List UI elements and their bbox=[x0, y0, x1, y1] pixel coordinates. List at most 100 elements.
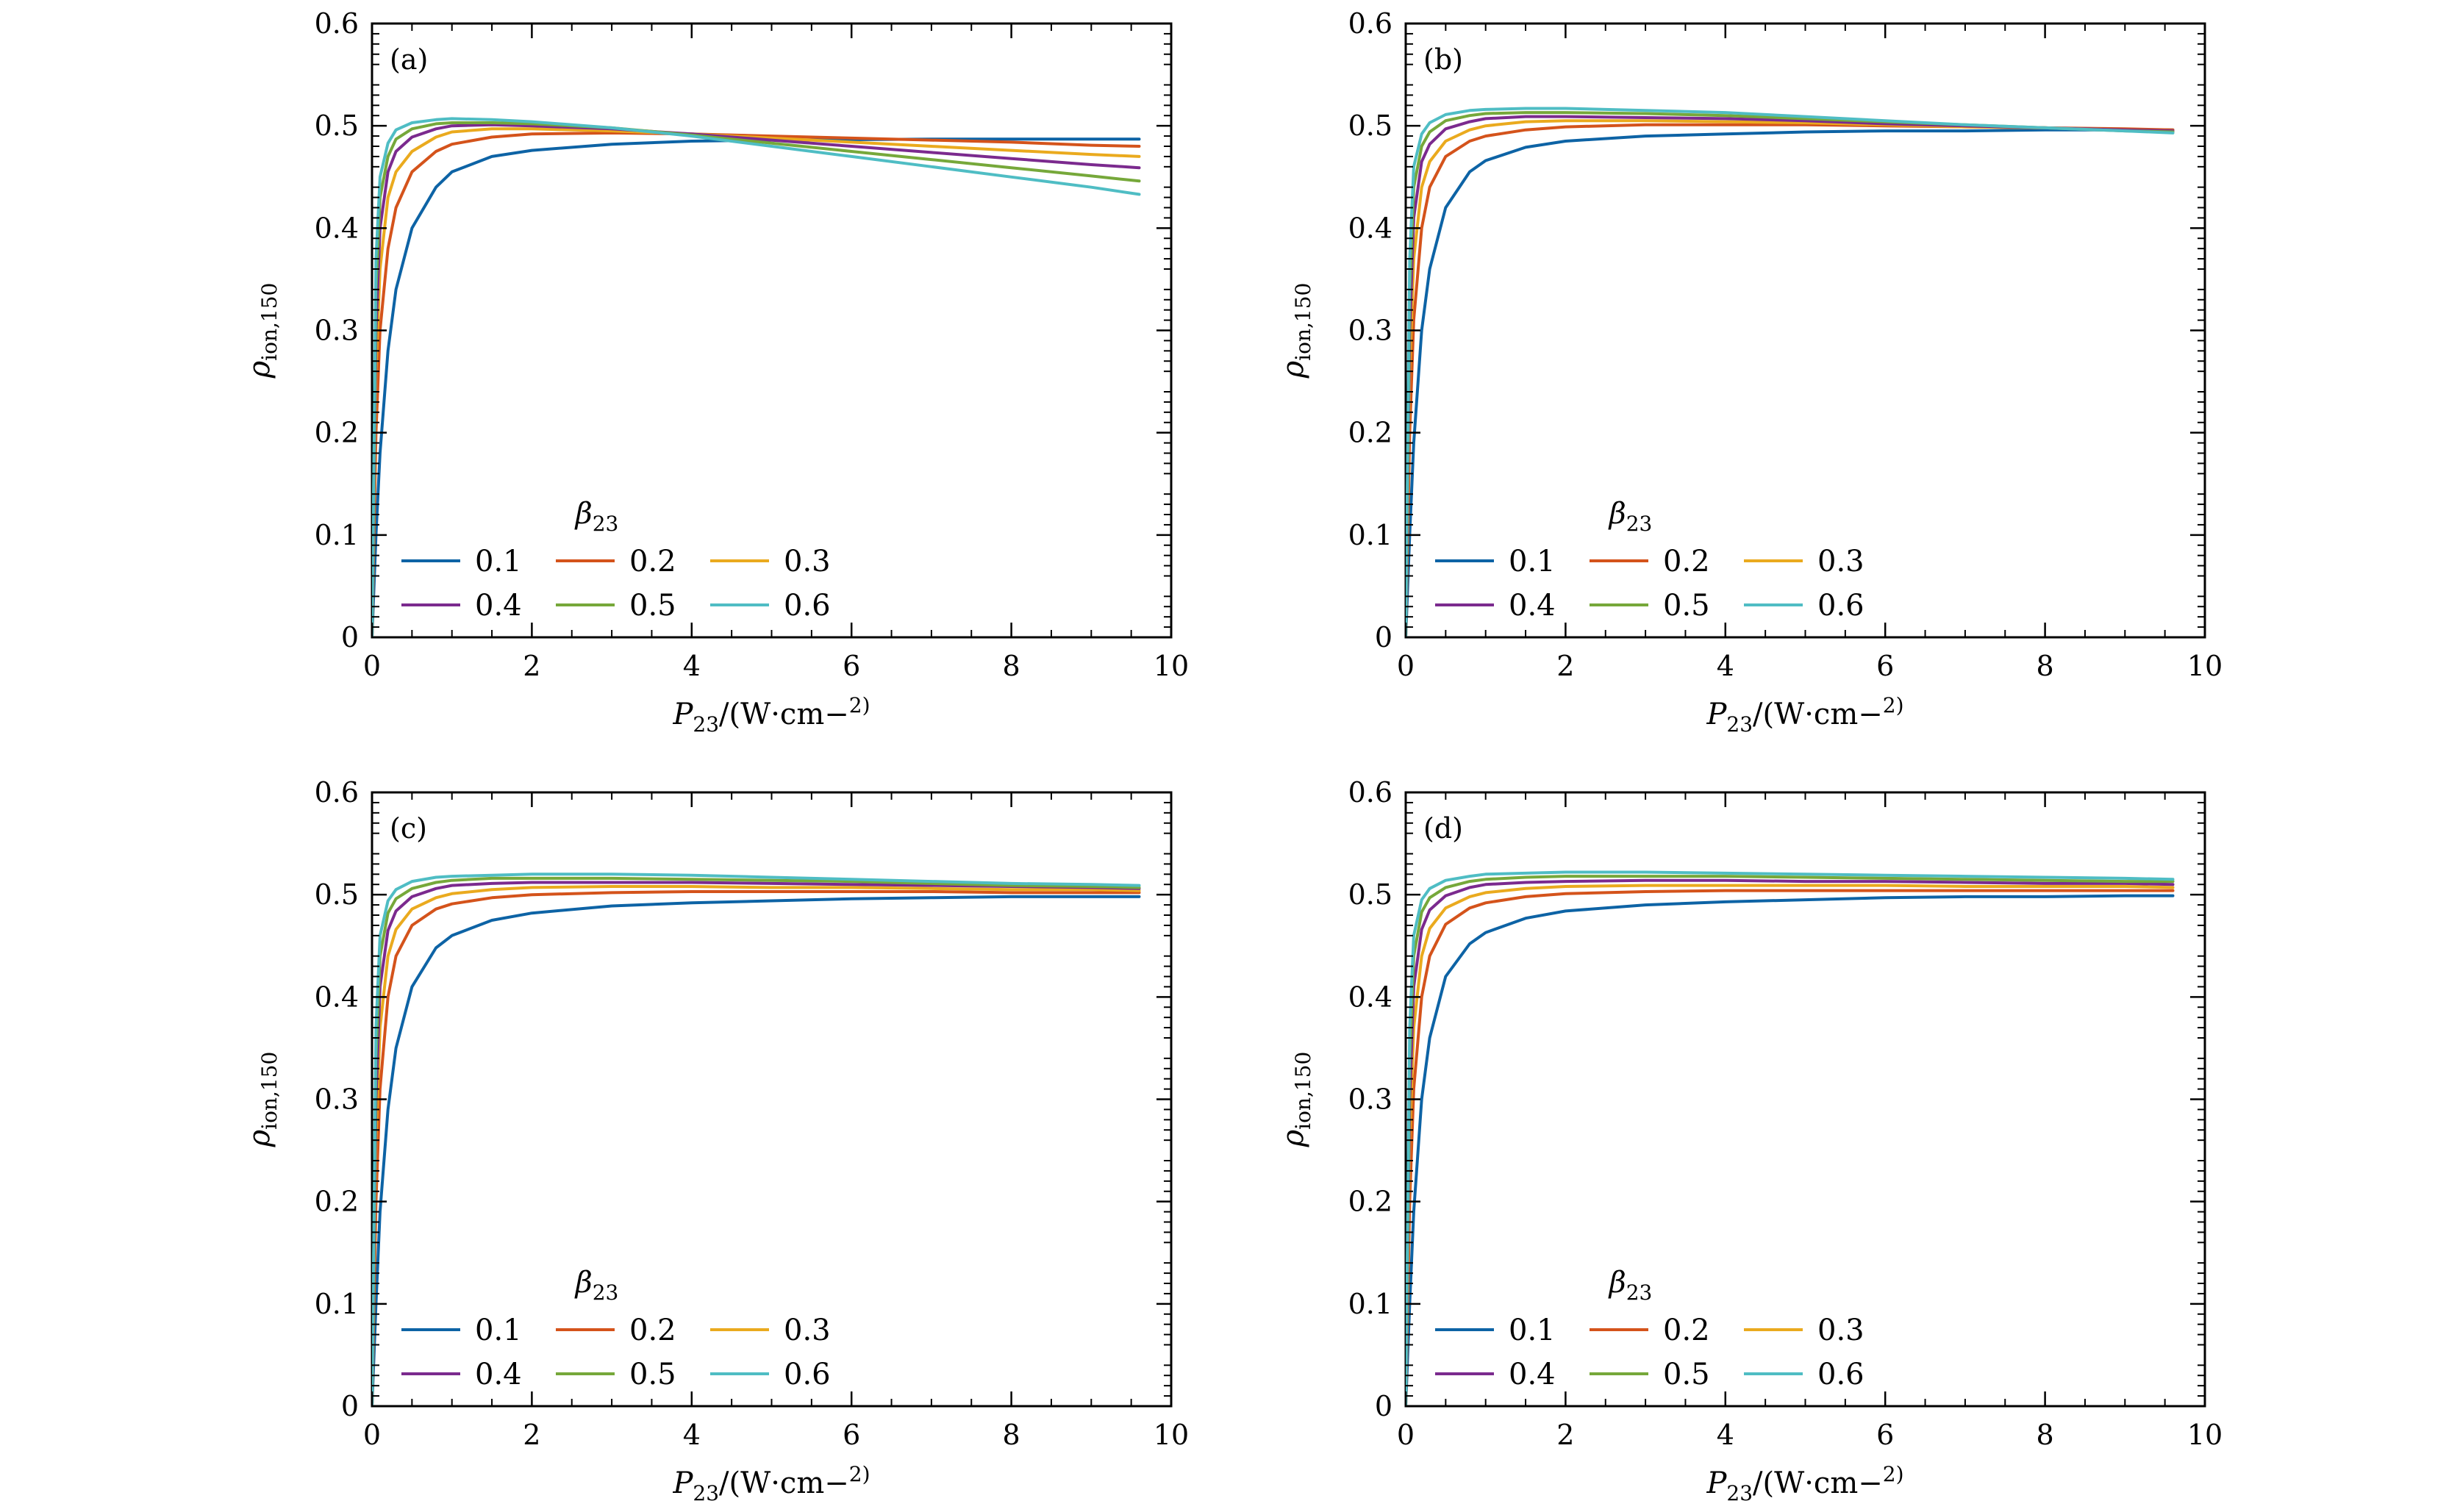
legend: β23 0.1 0.2 0.3 0.4 0.5 0.6 bbox=[1435, 497, 1864, 623]
series-line-0.6 bbox=[372, 873, 1141, 1406]
series-line-0.1 bbox=[1406, 894, 2175, 1406]
y-tick-label: 0.2 bbox=[315, 1186, 359, 1218]
y-tick-label: 0.6 bbox=[315, 7, 359, 40]
x-tick-label: 4 bbox=[1717, 650, 1734, 682]
x-tick-label: 2 bbox=[523, 1419, 540, 1451]
y-tick-label: 0.6 bbox=[1348, 7, 1392, 40]
legend: β23 0.1 0.2 0.3 0.4 0.5 0.6 bbox=[1435, 1266, 1864, 1391]
x-tick-label: 8 bbox=[1003, 650, 1020, 682]
series-group bbox=[1406, 870, 2175, 1406]
y-tick-label: 0.3 bbox=[315, 315, 359, 347]
legend-label: 0.2 bbox=[1663, 1314, 1710, 1347]
y-tick-label: 0 bbox=[341, 621, 359, 653]
x-tick-label: 8 bbox=[1003, 1419, 1020, 1451]
legend: β23 0.1 0.2 0.3 0.4 0.5 0.6 bbox=[401, 1266, 831, 1391]
legend-label: 0.5 bbox=[1663, 589, 1710, 623]
y-tick-label: 0.6 bbox=[315, 776, 359, 809]
x-tick-label: 0 bbox=[363, 1419, 381, 1451]
y-tick-label: 0.5 bbox=[315, 110, 359, 142]
y-tick-label: 0.4 bbox=[315, 212, 359, 244]
legend-label: 0.6 bbox=[1817, 589, 1864, 623]
y-tick-label: 0.4 bbox=[1348, 981, 1392, 1013]
x-tick-label: 0 bbox=[1397, 650, 1415, 682]
series-line-0.2 bbox=[372, 131, 1141, 637]
series-line-0.1 bbox=[372, 895, 1141, 1406]
legend-label: 0.1 bbox=[1509, 1314, 1556, 1347]
x-tick-label: 0 bbox=[363, 650, 381, 682]
series-line-0.4 bbox=[1406, 878, 2175, 1406]
panel-label: (c) bbox=[390, 812, 427, 845]
series-line-0.2 bbox=[1406, 889, 2175, 1406]
legend-label: 0.1 bbox=[1509, 545, 1556, 578]
y-axis-label: ρion,150 bbox=[1276, 283, 1315, 379]
legend-label: 0.6 bbox=[784, 1358, 831, 1391]
legend-label: 0.1 bbox=[475, 545, 522, 578]
x-tick-label: 6 bbox=[843, 1419, 860, 1451]
series-line-0.5 bbox=[372, 121, 1141, 637]
y-tick-label: 0.3 bbox=[1348, 1083, 1392, 1116]
y-tick-label: 0.5 bbox=[1348, 878, 1392, 911]
x-tick-label: 10 bbox=[1154, 1419, 1189, 1451]
series-line-0.6 bbox=[372, 117, 1141, 637]
y-tick-label: 0.5 bbox=[315, 878, 359, 911]
y-tick-label: 0.2 bbox=[1348, 1186, 1392, 1218]
x-tick-label: 2 bbox=[1556, 1419, 1574, 1451]
y-tick-label: 0.1 bbox=[1348, 519, 1392, 551]
y-axis-label: ρion,150 bbox=[1276, 1052, 1315, 1148]
panel-label: (d) bbox=[1423, 812, 1463, 845]
series-line-0.5 bbox=[1406, 875, 2175, 1406]
legend-label: 0.2 bbox=[629, 1314, 676, 1347]
y-tick-label: 0.5 bbox=[1348, 110, 1392, 142]
x-axis-label: P23/(W·cm−2) bbox=[1706, 693, 1903, 737]
x-tick-label: 6 bbox=[843, 650, 860, 682]
series-line-0.2 bbox=[372, 890, 1141, 1406]
y-tick-label: 0.2 bbox=[1348, 417, 1392, 449]
legend-label: 0.1 bbox=[475, 1314, 522, 1347]
series-line-0.3 bbox=[1406, 884, 2175, 1406]
legend-title: β23 bbox=[574, 497, 619, 536]
y-tick-label: 0.3 bbox=[315, 1083, 359, 1116]
x-tick-label: 2 bbox=[523, 650, 540, 682]
legend: β23 0.1 0.2 0.3 0.4 0.5 0.6 bbox=[401, 497, 831, 623]
x-tick-label: 4 bbox=[1717, 1419, 1734, 1451]
panel-label: (a) bbox=[390, 43, 428, 76]
legend-label: 0.4 bbox=[1509, 589, 1556, 623]
legend-label: 0.5 bbox=[1663, 1358, 1710, 1391]
chart-panel-3: 0 2 4 6 8 10 0 0.1 0.2 0.3 0.4 0.5 0.6 (c) P23/(W·cm−2… bbox=[243, 776, 1189, 1505]
legend-title: β23 bbox=[1608, 1266, 1653, 1305]
y-tick-label: 0.1 bbox=[315, 519, 359, 551]
series-line-0.4 bbox=[372, 123, 1141, 637]
y-tick-label: 0 bbox=[1375, 621, 1392, 653]
x-tick-label: 10 bbox=[1154, 650, 1189, 682]
chart-panel-4: 0 2 4 6 8 10 0 0.1 0.2 0.3 0.4 0.5 0.6 (d) P23/(W·cm−2… bbox=[1276, 776, 2223, 1505]
series-group bbox=[372, 117, 1141, 637]
legend-label: 0.5 bbox=[629, 1358, 676, 1391]
legend-label: 0.4 bbox=[475, 589, 522, 623]
y-tick-label: 0.4 bbox=[1348, 212, 1392, 244]
series-group bbox=[372, 873, 1141, 1406]
x-tick-label: 0 bbox=[1397, 1419, 1415, 1451]
x-tick-label: 4 bbox=[683, 650, 701, 682]
y-axis-label: ρion,150 bbox=[243, 1052, 282, 1148]
chart-panel-1: 0 2 4 6 8 10 0 0.1 0.2 0.3 0.4 0.5 0.6 (a) P23/(W·cm−2… bbox=[243, 7, 1189, 737]
legend-label: 0.2 bbox=[1663, 545, 1710, 578]
x-tick-label: 10 bbox=[2187, 650, 2223, 682]
x-tick-label: 8 bbox=[2037, 650, 2054, 682]
legend-label: 0.4 bbox=[1509, 1358, 1556, 1391]
series-group bbox=[1406, 107, 2175, 637]
x-tick-label: 6 bbox=[1876, 650, 1894, 682]
x-tick-label: 2 bbox=[1556, 650, 1574, 682]
x-tick-label: 6 bbox=[1876, 1419, 1894, 1451]
y-tick-label: 0.3 bbox=[1348, 315, 1392, 347]
legend-label: 0.4 bbox=[475, 1358, 522, 1391]
y-tick-label: 0 bbox=[341, 1390, 359, 1422]
series-line-0.6 bbox=[1406, 107, 2175, 637]
legend-label: 0.3 bbox=[1817, 1314, 1864, 1347]
y-tick-label: 0.1 bbox=[1348, 1288, 1392, 1320]
legend-label: 0.3 bbox=[784, 1314, 831, 1347]
x-tick-label: 10 bbox=[2187, 1419, 2223, 1451]
x-axis-label: P23/(W·cm−2) bbox=[672, 1462, 870, 1505]
y-tick-label: 0.2 bbox=[315, 417, 359, 449]
legend-label: 0.3 bbox=[1817, 545, 1864, 578]
